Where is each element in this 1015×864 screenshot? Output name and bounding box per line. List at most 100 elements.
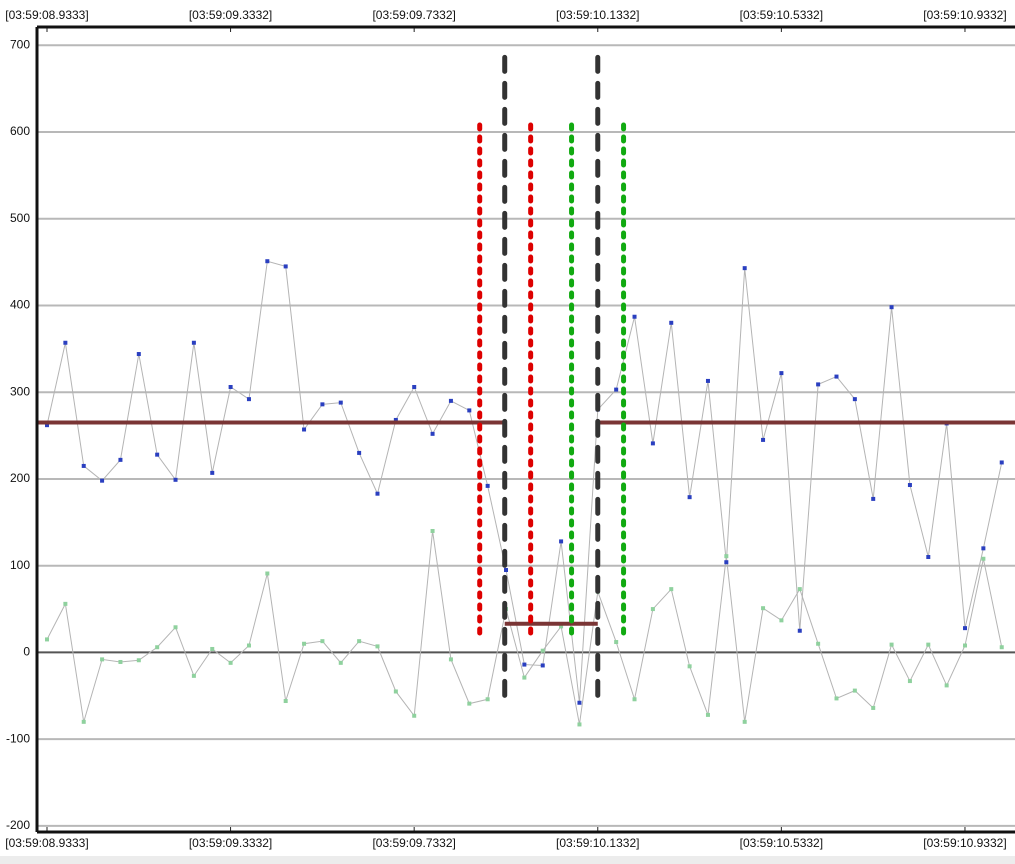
data-point bbox=[302, 427, 307, 432]
data-point bbox=[999, 460, 1004, 465]
data-point bbox=[742, 719, 747, 724]
data-point bbox=[632, 697, 637, 702]
x-tick-label-top: [03:59:10.9332] bbox=[923, 8, 1006, 22]
x-tick-label-top: [03:59:10.1332] bbox=[556, 8, 639, 22]
data-point bbox=[155, 452, 160, 457]
data-point bbox=[889, 642, 894, 647]
data-point bbox=[963, 626, 968, 631]
data-point bbox=[81, 719, 86, 724]
x-tick-label-top: [03:59:10.5332] bbox=[740, 8, 823, 22]
data-point bbox=[375, 491, 380, 496]
data-point bbox=[228, 660, 233, 665]
data-point bbox=[632, 314, 637, 319]
data-point bbox=[944, 683, 949, 688]
data-point bbox=[210, 470, 215, 475]
data-point bbox=[45, 423, 50, 428]
x-tick-label-bottom: [03:59:10.9332] bbox=[923, 836, 1006, 850]
status-strip bbox=[0, 856, 1015, 864]
data-point bbox=[338, 660, 343, 665]
data-point bbox=[265, 571, 270, 576]
data-point bbox=[522, 662, 527, 667]
data-point bbox=[981, 556, 986, 561]
data-point bbox=[118, 659, 123, 664]
data-point bbox=[761, 437, 766, 442]
data-point bbox=[412, 713, 417, 718]
data-point bbox=[577, 700, 582, 705]
y-tick-label: 200 bbox=[10, 471, 30, 485]
data-point bbox=[797, 587, 802, 592]
data-point bbox=[81, 463, 86, 468]
x-tick-label-bottom: [03:59:09.7332] bbox=[372, 836, 455, 850]
data-point bbox=[907, 679, 912, 684]
data-point bbox=[926, 555, 931, 560]
data-point bbox=[559, 539, 564, 544]
data-point bbox=[118, 457, 123, 462]
data-point bbox=[577, 722, 582, 727]
data-point bbox=[63, 340, 68, 345]
data-point bbox=[320, 402, 325, 407]
data-point bbox=[191, 340, 196, 345]
data-point bbox=[246, 643, 251, 648]
data-point bbox=[522, 675, 527, 680]
data-point bbox=[448, 398, 453, 403]
data-point bbox=[467, 701, 472, 706]
y-tick-label: 600 bbox=[10, 124, 30, 138]
data-point bbox=[650, 607, 655, 612]
data-point bbox=[926, 642, 931, 647]
data-point bbox=[797, 628, 802, 633]
x-tick-label-bottom: [03:59:10.1332] bbox=[556, 836, 639, 850]
x-tick-label-top: [03:59:08.9333] bbox=[5, 8, 88, 22]
data-point bbox=[155, 645, 160, 650]
y-tick-label: -200 bbox=[6, 818, 30, 832]
data-point bbox=[100, 478, 105, 483]
data-point bbox=[375, 644, 380, 649]
data-point bbox=[724, 560, 729, 565]
data-point bbox=[412, 384, 417, 389]
data-point bbox=[650, 441, 655, 446]
data-point bbox=[357, 450, 362, 455]
y-tick-label: 0 bbox=[23, 645, 30, 659]
data-point bbox=[393, 689, 398, 694]
y-tick-label: 400 bbox=[10, 298, 30, 312]
data-point bbox=[816, 382, 821, 387]
data-point bbox=[302, 641, 307, 646]
data-point bbox=[705, 378, 710, 383]
data-point bbox=[393, 417, 398, 422]
data-point bbox=[779, 618, 784, 623]
y-tick-label: 500 bbox=[10, 211, 30, 225]
data-point bbox=[485, 483, 490, 488]
data-point bbox=[540, 663, 545, 668]
data-point bbox=[687, 495, 692, 500]
data-point bbox=[761, 606, 766, 611]
data-point bbox=[834, 696, 839, 701]
data-point bbox=[724, 554, 729, 559]
data-point bbox=[779, 371, 784, 376]
series-line bbox=[46, 530, 1003, 725]
data-point bbox=[852, 688, 857, 693]
data-point bbox=[45, 637, 50, 642]
data-point bbox=[338, 400, 343, 405]
data-point bbox=[173, 477, 178, 482]
data-point bbox=[559, 624, 564, 629]
data-point bbox=[448, 657, 453, 662]
data-point bbox=[963, 643, 968, 648]
x-tick-label-top: [03:59:09.7332] bbox=[372, 8, 455, 22]
data-point bbox=[191, 673, 196, 678]
data-point bbox=[834, 374, 839, 379]
data-point bbox=[228, 384, 233, 389]
x-tick-label-bottom: [03:59:10.5332] bbox=[740, 836, 823, 850]
data-point bbox=[614, 387, 619, 392]
data-point bbox=[540, 648, 545, 653]
data-point bbox=[999, 645, 1004, 650]
data-point bbox=[430, 431, 435, 436]
data-point bbox=[136, 352, 141, 357]
y-tick-label: 300 bbox=[10, 384, 30, 398]
data-point bbox=[705, 712, 710, 717]
data-point bbox=[907, 483, 912, 488]
data-point bbox=[687, 664, 692, 669]
data-point bbox=[210, 646, 215, 651]
y-tick-label: 100 bbox=[10, 558, 30, 572]
y-tick-label: -100 bbox=[6, 731, 30, 745]
data-point bbox=[742, 266, 747, 271]
